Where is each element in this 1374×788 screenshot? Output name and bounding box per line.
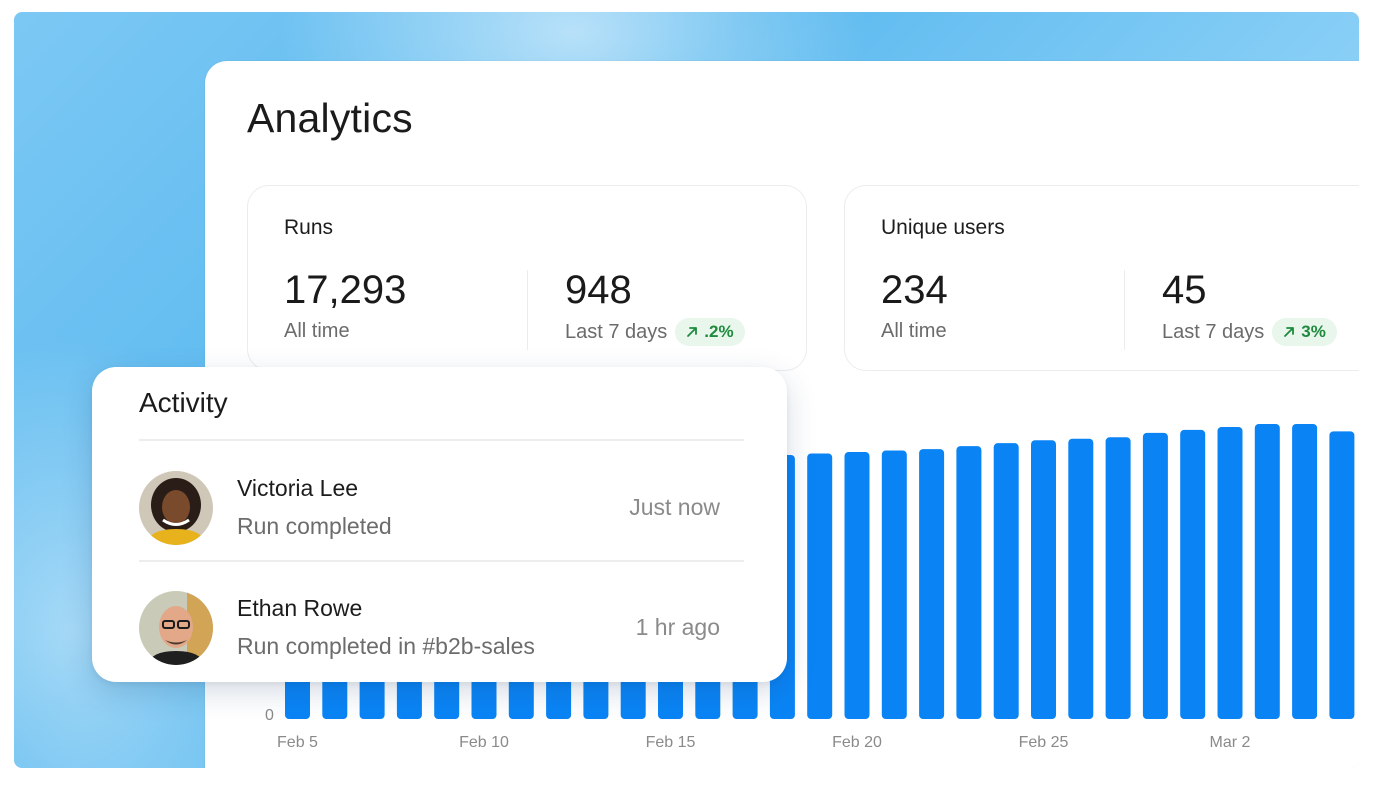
x-tick-label: Feb 5: [277, 734, 318, 751]
x-tick-label: Feb 25: [1019, 734, 1069, 751]
activity-divider: [139, 439, 744, 441]
chart-bar[interactable]: [1292, 424, 1318, 719]
x-tick-label: Feb 15: [646, 734, 696, 751]
chart-bar[interactable]: [881, 450, 907, 719]
users-all-time: 234 All time: [881, 266, 948, 344]
stat-label: Last 7 days: [1162, 321, 1265, 343]
person-avatar-icon: [139, 591, 213, 665]
stat-value: 234: [881, 268, 948, 312]
chart-bar[interactable]: [1329, 431, 1355, 719]
chart-bar[interactable]: [1180, 429, 1206, 719]
x-tick-label: Feb 10: [459, 734, 509, 751]
runs-stat-card: Runs 17,293 All time 948 Last 7 days .2%: [247, 185, 807, 371]
x-tick-label: Feb 20: [832, 734, 882, 751]
arrow-up-right-icon: [687, 327, 698, 337]
unique-users-stat-card: Unique users 234 All time 45 Last 7 days…: [844, 185, 1359, 371]
chart-bar[interactable]: [1142, 432, 1168, 719]
chart-bar[interactable]: [1068, 438, 1094, 719]
activity-card: Activity Victoria Lee Run completed Just…: [92, 367, 787, 682]
person-name: Ethan Rowe: [237, 595, 363, 621]
stat-value: 17,293: [284, 268, 407, 312]
person-name: Victoria Lee: [237, 475, 359, 501]
runs-last-7-days: 948 Last 7 days .2%: [565, 266, 745, 346]
activity-divider: [139, 560, 744, 562]
stat-card-title: Unique users: [881, 216, 1005, 239]
arrow-up-right-icon: [1284, 327, 1295, 337]
chart-bar[interactable]: [844, 452, 870, 719]
x-tick-label: Mar 2: [1210, 734, 1251, 751]
chart-bar[interactable]: [993, 443, 1019, 719]
users-last-7-days: 45 Last 7 days 3%: [1162, 266, 1337, 346]
stat-label: All time: [881, 320, 947, 342]
stat-value: 948: [565, 268, 632, 312]
trend-badge: .2%: [675, 318, 745, 346]
activity-time: 1 hr ago: [635, 614, 720, 640]
stat-label: Last 7 days: [565, 321, 668, 343]
stat-divider: [1124, 270, 1125, 350]
chart-bar[interactable]: [956, 446, 982, 719]
stat-label: All time: [284, 320, 350, 342]
chart-bar[interactable]: [1031, 440, 1056, 719]
activity-title: Activity: [139, 387, 228, 418]
chart-bar[interactable]: [1105, 437, 1131, 719]
activity-time: Just now: [629, 494, 720, 520]
stat-card-title: Runs: [284, 216, 334, 239]
y-tick-label: 0: [265, 707, 274, 724]
trend-badge: 3%: [1272, 318, 1337, 346]
chart-bar[interactable]: [1254, 424, 1280, 719]
runs-all-time: 17,293 All time: [284, 266, 406, 344]
activity-item[interactable]: Victoria Lee Run completed Just now: [139, 447, 744, 557]
trend-value: .2%: [704, 322, 734, 341]
activity-detail: Run completed in #b2b-sales: [237, 633, 535, 659]
person-avatar-icon: [139, 471, 213, 545]
activity-detail: Run completed: [237, 513, 392, 539]
activity-item[interactable]: Ethan Rowe Run completed in #b2b-sales 1…: [139, 567, 744, 677]
chart-bar[interactable]: [807, 453, 833, 720]
page-title: Analytics: [247, 95, 413, 141]
stat-divider: [527, 270, 528, 350]
chart-bar[interactable]: [919, 449, 945, 719]
trend-value: 3%: [1301, 322, 1326, 341]
stat-value: 45: [1162, 268, 1207, 312]
chart-bar[interactable]: [1217, 426, 1243, 719]
